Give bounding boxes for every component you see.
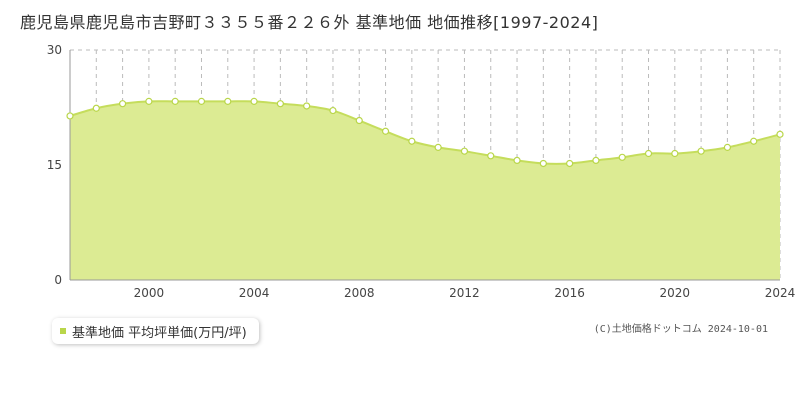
x-tick-label: 2000	[134, 286, 165, 300]
data-point	[145, 97, 153, 105]
data-point	[487, 152, 495, 160]
series-line	[69, 100, 781, 165]
area-fill	[70, 101, 780, 281]
data-point	[671, 149, 679, 158]
x-tick-label: 2008	[344, 286, 375, 300]
data-point	[460, 147, 469, 155]
y-tick-label: 0	[54, 273, 62, 287]
data-point	[276, 100, 284, 108]
data-point	[408, 137, 416, 145]
copyright-text: (C)土地価格ドットコム 2024-10-01	[593, 324, 768, 335]
data-point	[513, 156, 521, 164]
data-point	[776, 130, 784, 138]
data-point	[92, 104, 100, 112]
x-tick-label: 2012	[449, 286, 480, 300]
legend: 基準地価 平均坪単価(万円/坪)	[52, 318, 259, 344]
data-point	[224, 97, 232, 105]
x-tick-label: 2020	[660, 286, 691, 300]
data-point	[355, 116, 363, 125]
data-point	[566, 159, 574, 168]
data-point	[66, 112, 74, 120]
data-point	[303, 102, 311, 110]
data-point	[118, 100, 127, 108]
data-point	[644, 149, 653, 158]
data-point	[697, 147, 705, 155]
tick-label-layer: 0 15 30 2000 2004 2008 2012 2016 2020 2024	[47, 43, 796, 300]
x-tick-label: 2004	[239, 286, 270, 300]
x-tick-label: 2024	[765, 286, 796, 300]
data-point	[434, 143, 442, 151]
marker-layer	[66, 97, 784, 168]
data-point	[618, 153, 626, 161]
legend-swatch-icon	[60, 328, 66, 334]
data-point	[250, 97, 258, 105]
data-point	[539, 159, 547, 168]
data-point	[381, 127, 390, 135]
y-tick-label: 15	[47, 158, 62, 172]
data-point	[592, 156, 600, 164]
data-point	[750, 137, 758, 145]
data-point	[197, 97, 206, 105]
x-tick-label: 2016	[554, 286, 585, 300]
data-point	[723, 143, 732, 151]
y-tick-label: 30	[47, 43, 62, 57]
data-point	[329, 106, 337, 115]
legend-label: 基準地価 平均坪単価(万円/坪)	[72, 325, 247, 341]
chart-title: 鹿児島県鹿児島市吉野町３３５５番２２６外 基準地価 地価推移[1997-2024…	[20, 13, 599, 32]
data-point	[171, 97, 179, 105]
